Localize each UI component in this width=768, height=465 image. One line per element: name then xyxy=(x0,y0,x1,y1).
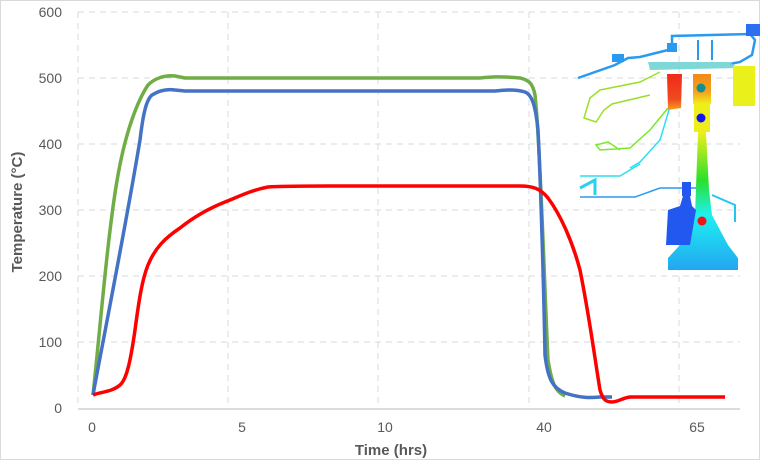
y-tick: 100 xyxy=(39,334,63,350)
y-tick: 600 xyxy=(39,4,63,20)
thermal-contour-inset xyxy=(577,24,760,270)
x-tick: 5 xyxy=(238,419,246,435)
series-blue-line xyxy=(91,87,612,400)
x-axis-title: Time (hrs) xyxy=(355,442,427,459)
x-tick: 10 xyxy=(377,419,393,435)
x-tick: 40 xyxy=(536,419,552,435)
grid xyxy=(77,11,740,408)
y-tick: 300 xyxy=(39,202,63,218)
y-tick: 0 xyxy=(54,400,62,416)
y-tick: 200 xyxy=(39,268,63,284)
series-red-line xyxy=(92,184,725,404)
y-tick: 500 xyxy=(39,70,63,86)
y-axis-title: Temperature (°C) xyxy=(9,152,26,273)
x-tick: 65 xyxy=(689,419,705,435)
marker-dot-teal xyxy=(696,83,706,93)
series-green-line xyxy=(91,74,566,398)
marker-dot-blue xyxy=(696,113,706,123)
y-tick-labels: 600 500 400 300 200 100 0 xyxy=(39,4,63,416)
marker-dot-red xyxy=(697,216,707,226)
y-tick: 400 xyxy=(39,136,63,152)
x-tick-labels: 0 5 10 40 65 xyxy=(88,419,705,435)
x-tick: 0 xyxy=(88,419,96,435)
